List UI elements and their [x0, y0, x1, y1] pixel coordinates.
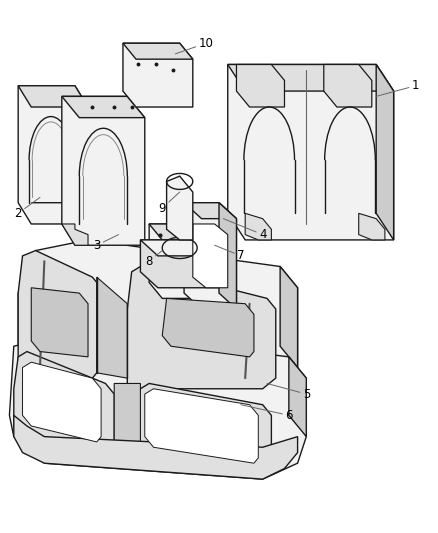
Text: 5: 5 — [267, 383, 310, 401]
Text: 6: 6 — [241, 405, 293, 422]
Polygon shape — [62, 96, 145, 245]
Polygon shape — [14, 352, 114, 453]
Polygon shape — [149, 224, 193, 240]
Polygon shape — [376, 64, 394, 240]
Polygon shape — [289, 357, 306, 437]
Polygon shape — [184, 203, 237, 219]
Polygon shape — [18, 251, 97, 378]
Polygon shape — [162, 298, 254, 357]
Text: 10: 10 — [175, 37, 213, 54]
Polygon shape — [62, 224, 88, 245]
Polygon shape — [228, 64, 394, 91]
Polygon shape — [10, 330, 306, 479]
Text: 2: 2 — [14, 197, 40, 220]
Polygon shape — [18, 86, 88, 107]
Polygon shape — [184, 203, 237, 309]
Polygon shape — [324, 64, 372, 107]
Polygon shape — [127, 266, 276, 389]
Polygon shape — [31, 288, 88, 357]
Text: 3: 3 — [93, 235, 119, 252]
Polygon shape — [22, 362, 101, 442]
Text: 4: 4 — [223, 219, 266, 241]
Polygon shape — [14, 415, 297, 479]
Polygon shape — [123, 43, 193, 107]
Polygon shape — [280, 266, 297, 368]
Polygon shape — [18, 240, 297, 394]
Polygon shape — [136, 383, 272, 474]
Polygon shape — [228, 64, 394, 240]
Polygon shape — [245, 213, 272, 240]
Text: 1: 1 — [376, 79, 419, 96]
Polygon shape — [114, 383, 141, 453]
Polygon shape — [149, 224, 193, 298]
Polygon shape — [166, 176, 193, 240]
Polygon shape — [141, 240, 219, 256]
Polygon shape — [97, 277, 127, 378]
Polygon shape — [193, 224, 228, 288]
Text: 8: 8 — [145, 251, 162, 268]
Polygon shape — [359, 213, 385, 240]
Polygon shape — [62, 96, 145, 118]
Polygon shape — [219, 203, 237, 309]
Polygon shape — [145, 389, 258, 463]
Polygon shape — [123, 43, 193, 59]
Polygon shape — [18, 86, 88, 224]
Polygon shape — [237, 64, 285, 107]
Text: 9: 9 — [159, 192, 180, 214]
Text: 7: 7 — [215, 245, 244, 262]
Polygon shape — [141, 240, 219, 288]
